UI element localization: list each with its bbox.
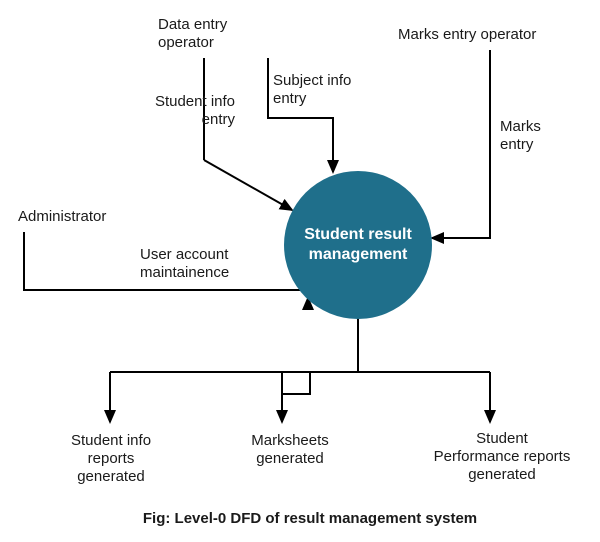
figure-caption: Fig: Level-0 DFD of result management sy… xyxy=(130,510,490,527)
dfd-canvas: Student result management Data entry ope… xyxy=(0,0,600,542)
label-student-info-reports: Student info reports generated xyxy=(56,432,166,486)
label-subject-info-entry: Subject info entry xyxy=(273,72,373,108)
edge-marks-to-center xyxy=(432,50,490,238)
edge-student-info-to-center xyxy=(204,160,292,210)
label-data-entry-operator: Data entry operator xyxy=(158,16,248,52)
process-node-student-result-management: Student result management xyxy=(284,171,432,319)
label-marksheets-generated: Marksheets generated xyxy=(235,432,345,468)
label-marks-entry-operator: Marks entry operator xyxy=(398,26,578,44)
label-student-performance-reports: Student Performance reports generated xyxy=(432,430,572,484)
label-administrator: Administrator xyxy=(18,208,138,226)
edge-out-marksheets-inner xyxy=(282,372,310,394)
label-user-account-maintenance: User account maintainence xyxy=(140,246,260,282)
process-node-label: Student result management xyxy=(284,225,432,265)
label-marks-entry: Marks entry xyxy=(500,118,560,154)
label-student-info-entry: Student info entry xyxy=(135,93,235,129)
